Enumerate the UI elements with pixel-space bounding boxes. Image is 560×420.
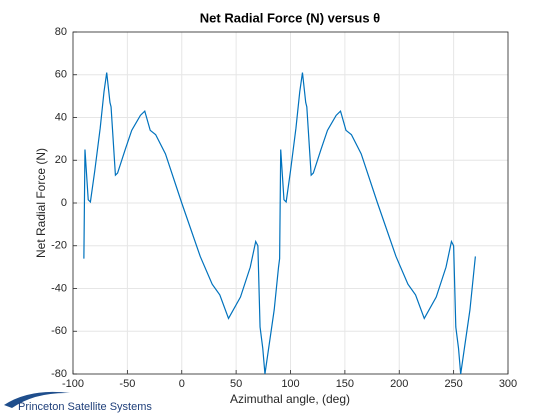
y-tick-label: -40 (51, 282, 67, 294)
x-tick-label: 50 (230, 378, 242, 390)
x-tick-label: 200 (390, 378, 408, 390)
x-tick-label: -50 (119, 378, 135, 390)
x-tick-label: 150 (336, 378, 354, 390)
y-tick-label: 0 (61, 197, 67, 209)
plot-frame (72, 31, 509, 375)
x-tick-label: 300 (499, 378, 517, 390)
y-tick-label: 80 (55, 26, 67, 38)
logo-swoosh (4, 391, 70, 408)
x-tick-label: 0 (179, 378, 185, 390)
x-tick-label: -100 (62, 378, 84, 390)
y-tick-label: 20 (55, 154, 67, 166)
y-tick-label: -60 (51, 325, 67, 337)
x-tick-label: 100 (281, 378, 299, 390)
logo: Princeton Satellite Systems (4, 391, 152, 413)
y-tick-label: 60 (55, 69, 67, 81)
y-tick-label: -20 (51, 240, 67, 252)
x-axis-label: Azimuthal angle, (deg) (230, 392, 350, 406)
logo-text: Princeton Satellite Systems (18, 401, 152, 413)
x-tick-label: 250 (444, 378, 462, 390)
chart-title: Net Radial Force (N) versus θ (200, 10, 380, 25)
y-tick-label: -80 (51, 368, 67, 380)
y-tick-label: 40 (55, 111, 67, 123)
y-axis-label: Net Radial Force (N) (34, 148, 48, 258)
data-line (83, 72, 476, 374)
